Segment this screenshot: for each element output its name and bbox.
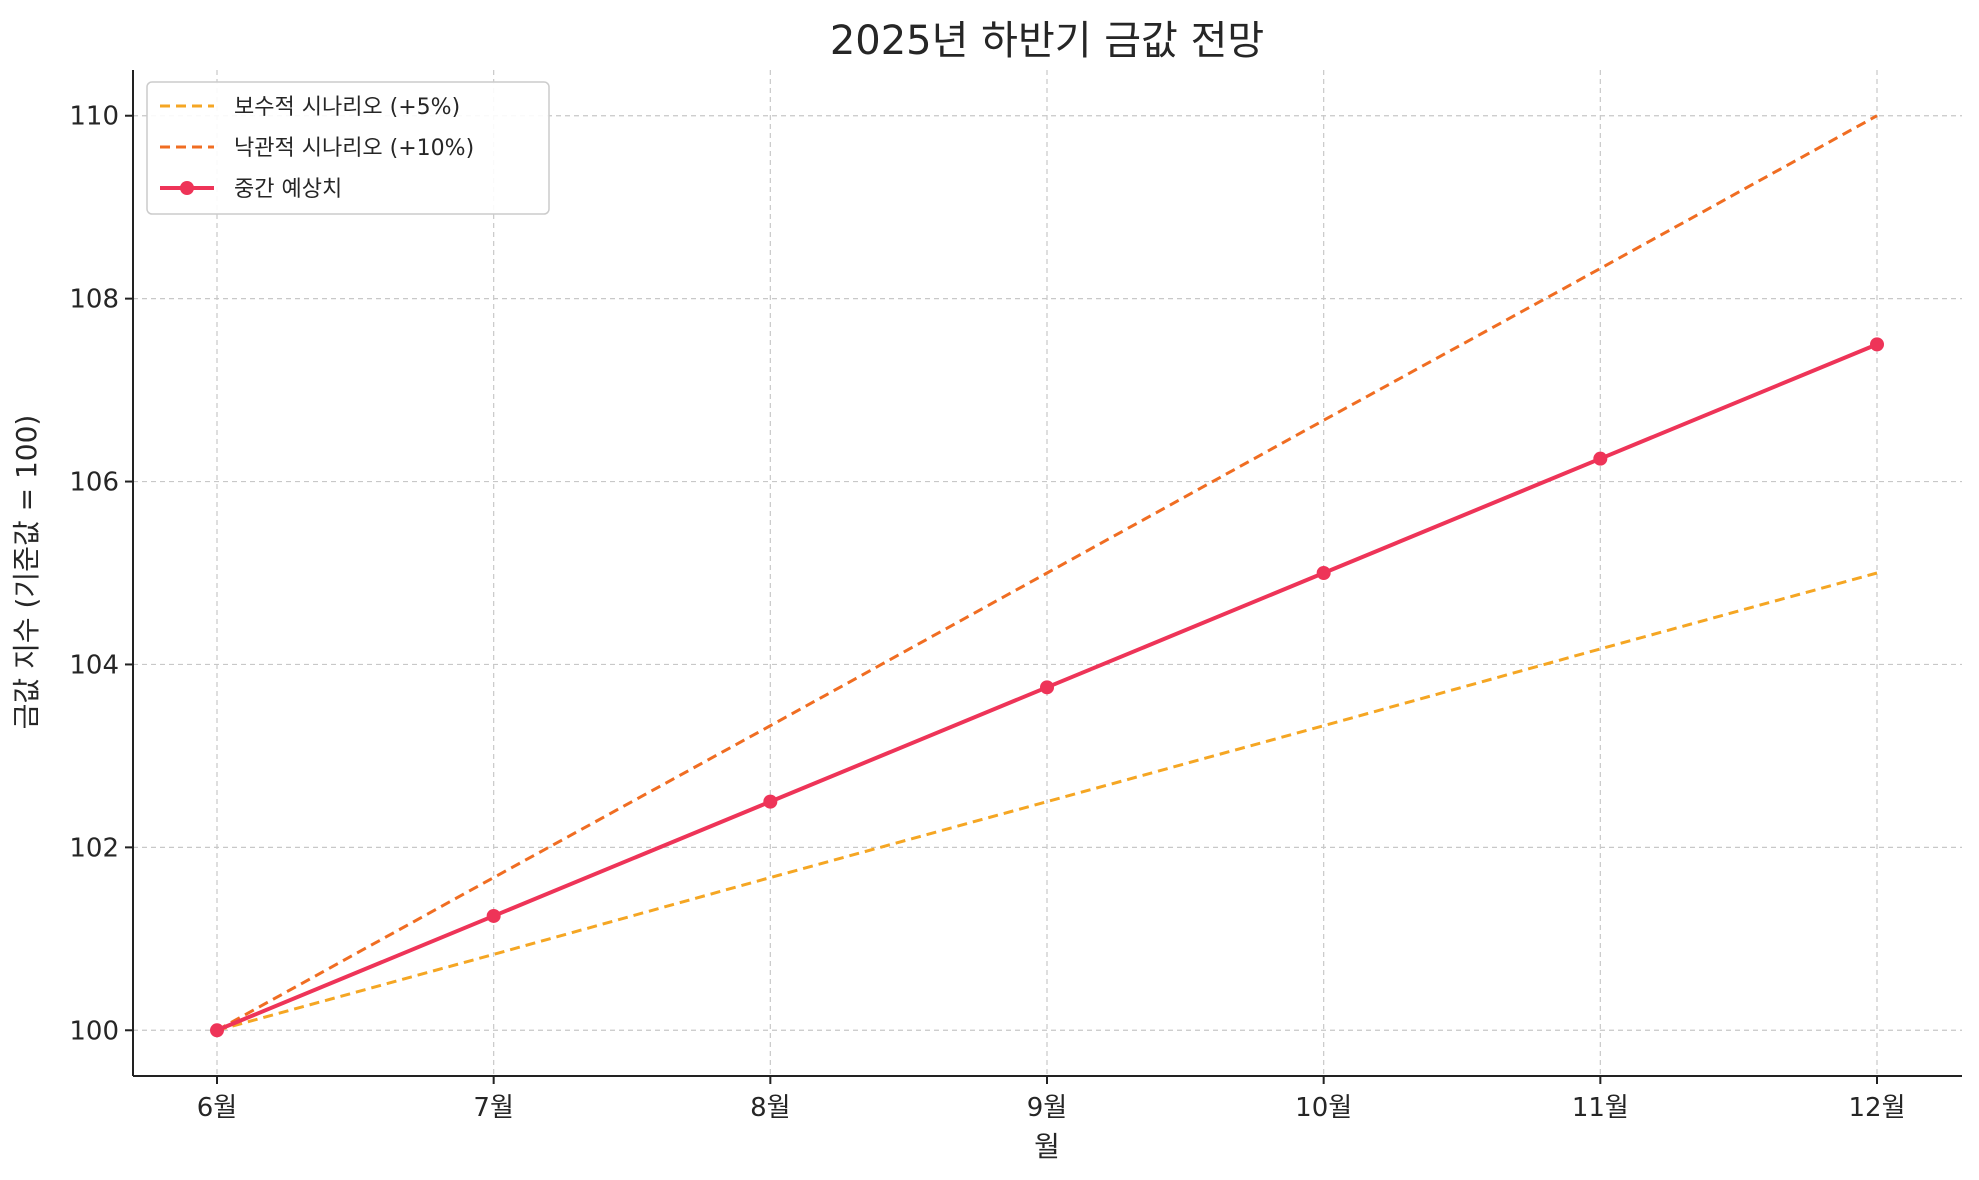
legend-box bbox=[146, 81, 550, 215]
y-tick-label: 110 bbox=[69, 102, 119, 132]
legend-marker bbox=[180, 181, 194, 195]
series-line bbox=[216, 114, 1878, 1032]
data-point bbox=[1040, 680, 1054, 695]
chart-title: 2025년 하반기 금값 전망 bbox=[830, 18, 1264, 64]
y-tick-label: 102 bbox=[69, 833, 119, 863]
x-tick-label: 12월 bbox=[1848, 1093, 1905, 1123]
x-tick-label: 11월 bbox=[1572, 1093, 1629, 1123]
series-lines bbox=[210, 114, 1884, 1038]
x-tick-label: 10월 bbox=[1295, 1093, 1352, 1123]
y-tick-label: 106 bbox=[69, 468, 119, 498]
data-point bbox=[210, 1023, 224, 1038]
legend: 보수적 시나리오 (+5%) 낙관적 시나리오 (+10%) 중간 예상치 bbox=[146, 81, 550, 215]
data-point bbox=[486, 908, 501, 923]
legend-label: 중간 예상치 bbox=[234, 177, 342, 202]
x-tick-label: 6월 bbox=[197, 1093, 237, 1123]
x-axis-ticks: 6월 7월 8월 9월 10월 11월 12월 bbox=[197, 1076, 1906, 1123]
x-tick-label: 8월 bbox=[750, 1093, 790, 1123]
y-axis-ticks: 100 102 104 106 108 110 bbox=[69, 102, 133, 1046]
legend-label: 낙관적 시나리오 (+10%) bbox=[234, 136, 474, 161]
y-tick-label: 100 bbox=[69, 1016, 119, 1046]
x-tick-label: 7월 bbox=[473, 1093, 513, 1123]
data-point bbox=[1870, 337, 1884, 352]
y-axis-title: 금값 지수 (기준값 = 100) bbox=[10, 415, 43, 730]
grid-lines bbox=[133, 70, 1962, 1076]
x-axis-title: 월 bbox=[1034, 1130, 1060, 1163]
x-tick-label: 9월 bbox=[1027, 1093, 1067, 1123]
data-point bbox=[763, 794, 778, 809]
data-point bbox=[1593, 451, 1608, 466]
y-tick-label: 104 bbox=[69, 650, 119, 680]
y-tick-label: 108 bbox=[69, 285, 119, 315]
data-point bbox=[1316, 566, 1331, 580]
legend-label: 보수적 시나리오 (+5%) bbox=[234, 95, 460, 120]
